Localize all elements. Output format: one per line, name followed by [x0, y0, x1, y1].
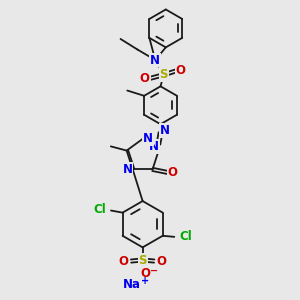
Text: O: O [141, 267, 151, 280]
Text: S: S [138, 254, 147, 266]
Text: Na: Na [123, 278, 141, 291]
Text: Cl: Cl [179, 230, 192, 243]
Text: −: − [150, 266, 158, 275]
Text: O: O [176, 64, 185, 77]
Text: S: S [159, 68, 168, 81]
Text: N: N [160, 124, 170, 137]
Text: N: N [122, 163, 133, 176]
Text: N: N [149, 140, 159, 153]
Text: +: + [141, 276, 149, 286]
Text: O: O [119, 255, 129, 268]
Text: O: O [140, 72, 150, 86]
Text: O: O [167, 166, 178, 179]
Text: O: O [157, 255, 166, 268]
Text: N: N [150, 53, 160, 67]
Text: Cl: Cl [93, 203, 106, 216]
Text: N: N [143, 132, 153, 146]
